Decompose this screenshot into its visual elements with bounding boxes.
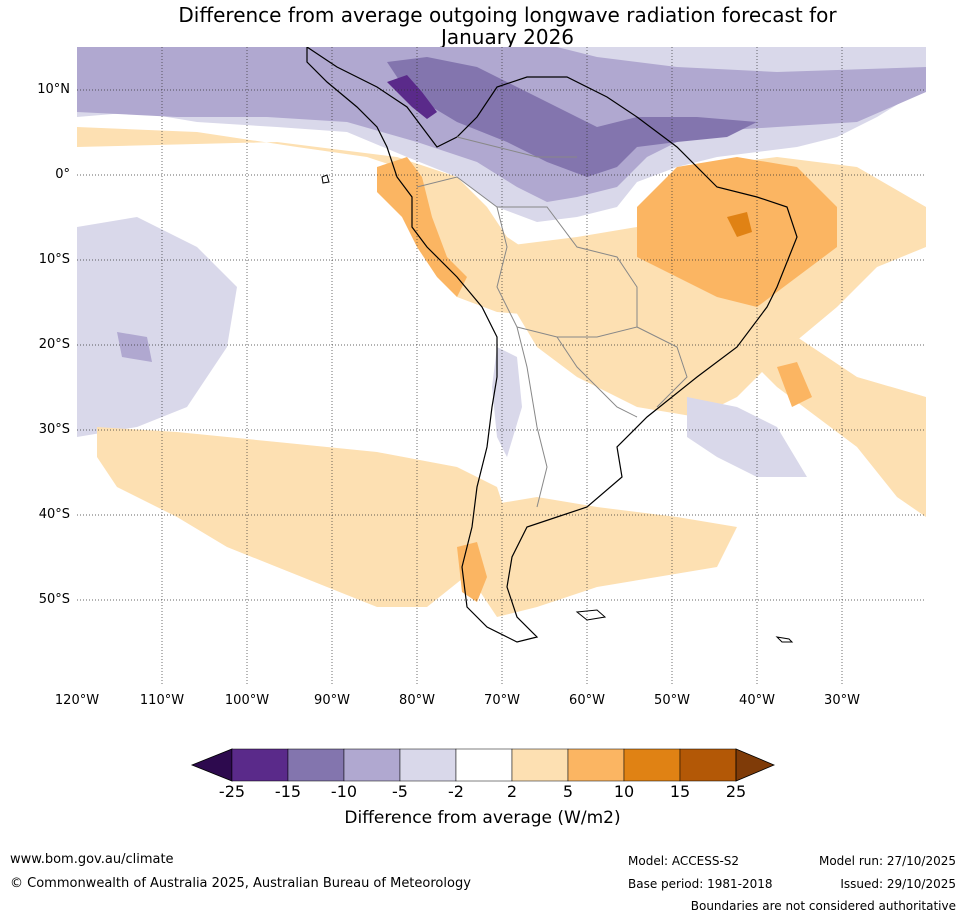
- issued-date: Issued: 29/10/2025: [840, 877, 956, 891]
- colorbar-tick: 5: [562, 782, 574, 801]
- colorbar-tick: 10: [613, 782, 635, 801]
- positive-anomaly-brazil-peak: [727, 212, 752, 237]
- lon-label: 80°W: [399, 693, 435, 708]
- negative-anomaly-andes: [492, 347, 522, 457]
- colorbar-tick: 25: [725, 782, 747, 801]
- lat-label: 0°: [55, 167, 70, 182]
- model-run: Model run: 27/10/2025: [818, 854, 956, 868]
- colorbar-tick: -5: [392, 782, 408, 801]
- copyright: © Commonwealth of Australia 2025, Austra…: [10, 876, 471, 891]
- title-line2: January 2026: [440, 25, 575, 49]
- colorbar-segment: [455, 748, 513, 782]
- model-name: Model: ACCESS-S2: [628, 854, 740, 868]
- country-borders: [416, 136, 688, 508]
- colorbar-tick: 15: [669, 782, 691, 801]
- colorbar-segment: [623, 748, 681, 782]
- positive-anomaly-south-pacific: [97, 427, 507, 607]
- lon-label: 70°W: [484, 693, 520, 708]
- colorbar-tick: -15: [274, 782, 302, 801]
- south-america-coastline: [306, 47, 798, 643]
- lat-label: 20°S: [38, 337, 70, 352]
- colorbar-extend-max: [735, 748, 775, 782]
- colorbar-segment: [567, 748, 625, 782]
- negative-anomaly-s-atlantic: [687, 397, 807, 477]
- lon-label: 120°W: [54, 693, 100, 708]
- lon-label: 90°W: [314, 693, 350, 708]
- islands: [321, 174, 794, 643]
- lon-label: 50°W: [654, 693, 690, 708]
- lon-label: 40°W: [739, 693, 775, 708]
- lat-label: 40°S: [38, 507, 70, 522]
- lat-label: 50°S: [38, 592, 70, 607]
- lat-label: 10°S: [38, 252, 70, 267]
- lon-label: 110°W: [139, 693, 185, 708]
- gridlines: [77, 47, 926, 685]
- negative-anomaly-north-3: [387, 57, 757, 177]
- colorbar-segment: [679, 748, 737, 782]
- lon-label: 60°W: [569, 693, 605, 708]
- colorbar-extend-min: [190, 748, 233, 782]
- lat-label: 30°S: [38, 422, 70, 437]
- colorbar-tick: -25: [218, 782, 246, 801]
- negative-anomaly-se-pacific-2: [117, 332, 152, 362]
- positive-anomaly-pacific: [77, 127, 597, 317]
- colorbar: [190, 748, 775, 782]
- positive-anomaly-atlantic-core: [777, 362, 812, 407]
- anomaly-map: [77, 47, 926, 685]
- colorbar-segment: [231, 748, 289, 782]
- colorbar-title: Difference from average (W/m2): [344, 808, 621, 828]
- colorbar-segment: [343, 748, 401, 782]
- lon-label: 100°W: [224, 693, 270, 708]
- map-title: Difference from average outgoing longwav…: [0, 4, 965, 48]
- title-line1: Difference from average outgoing longwav…: [178, 3, 837, 27]
- negative-anomaly-se-pacific: [77, 217, 237, 437]
- negative-anomaly-core: [387, 75, 437, 119]
- colorbar-tick: -2: [448, 782, 464, 801]
- base-period: Base period: 1981-2018: [628, 877, 773, 891]
- website-link[interactable]: www.bom.gov.au/climate: [10, 852, 174, 867]
- disclaimer: Boundaries are not considered authoritat…: [690, 899, 956, 913]
- lon-label: 30°W: [824, 693, 860, 708]
- colorbar-segment: [287, 748, 345, 782]
- colorbar-tick: -10: [330, 782, 358, 801]
- lat-label: 10°N: [37, 82, 70, 97]
- colorbar-segment: [399, 748, 457, 782]
- positive-anomaly-pacific-core: [377, 157, 467, 297]
- colorbar-tick: 2: [506, 782, 518, 801]
- colorbar-segment: [511, 748, 569, 782]
